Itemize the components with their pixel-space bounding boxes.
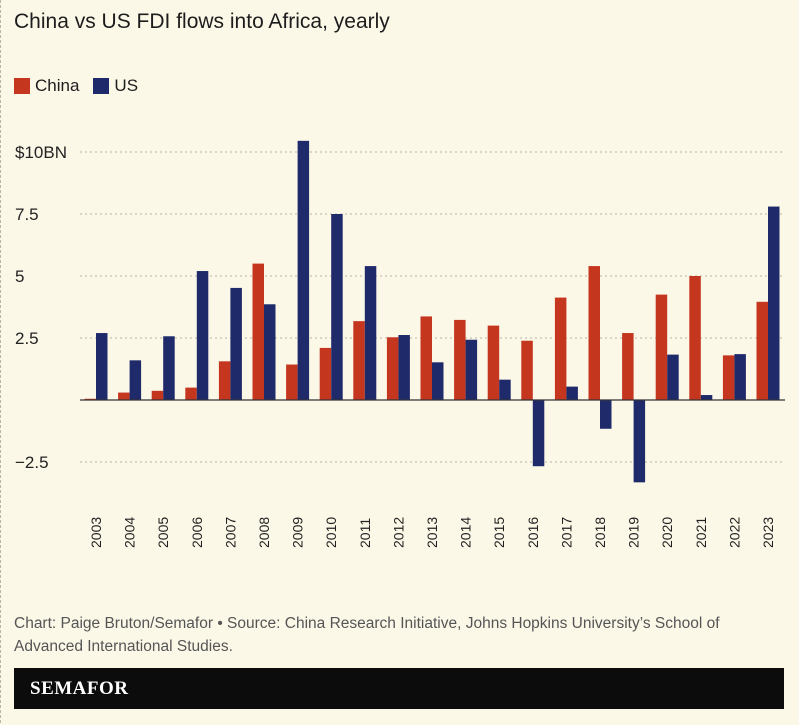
bar-us-2018 <box>600 400 612 429</box>
us-swatch <box>93 78 110 94</box>
y-tick-label: 2.5 <box>15 329 39 348</box>
x-tick-label: 2013 <box>424 517 440 548</box>
legend-item-china: China <box>14 76 79 96</box>
x-tick-label: 2015 <box>491 517 507 548</box>
bar-china-2013 <box>420 316 432 400</box>
x-tick-label: 2023 <box>760 517 776 548</box>
bar-us-2009 <box>297 140 310 400</box>
x-tick-label: 2003 <box>88 517 104 548</box>
bar-china-2021 <box>689 276 701 400</box>
bar-china-2019 <box>622 333 634 400</box>
bar-us-2023 <box>768 206 780 400</box>
x-tick-label: 2006 <box>189 517 205 548</box>
x-tick-label: 2022 <box>726 517 742 548</box>
legend: China US <box>14 76 152 96</box>
bar-us-2003 <box>96 333 108 400</box>
x-tick-label: 2010 <box>323 517 339 548</box>
bar-china-2009 <box>286 364 298 400</box>
bar-us-2010 <box>331 214 343 400</box>
x-tick-label: 2007 <box>222 517 238 548</box>
bar-china-2017 <box>554 297 567 400</box>
x-tick-label: 2014 <box>458 517 474 548</box>
x-tick-label: 2018 <box>592 517 608 548</box>
china-swatch <box>14 78 30 94</box>
x-tick-label: 2020 <box>659 517 675 548</box>
bar-china-2006 <box>185 387 197 400</box>
x-tick-label: 2009 <box>290 517 306 548</box>
bar-us-2008 <box>264 304 276 400</box>
bar-us-2014 <box>465 339 478 400</box>
x-tick-label: 2005 <box>155 517 171 548</box>
bar-us-2006 <box>196 271 209 400</box>
bar-us-2004 <box>129 360 142 400</box>
x-tick-label: 2016 <box>525 517 541 548</box>
bar-china-2023 <box>756 301 768 400</box>
bar-us-2021 <box>700 395 713 400</box>
bar-us-2015 <box>499 379 511 400</box>
bar-us-2022 <box>734 354 746 400</box>
bar-china-2015 <box>487 325 500 400</box>
bar-us-2007 <box>230 287 242 400</box>
y-tick-label: $10BN <box>15 143 67 162</box>
chart-title: China vs US FDI flows into Africa, yearl… <box>14 10 390 33</box>
bar-china-2004 <box>118 392 130 400</box>
legend-item-us: US <box>93 76 138 96</box>
bar-china-2016 <box>521 340 533 400</box>
bar-china-2007 <box>218 361 231 400</box>
bar-us-2012 <box>398 335 410 400</box>
bar-us-2017 <box>566 386 578 400</box>
bar-china-2022 <box>722 355 735 400</box>
y-tick-label: 7.5 <box>15 205 39 224</box>
bar-china-2008 <box>252 263 264 400</box>
x-tick-label: 2011 <box>357 518 373 548</box>
bar-us-2019 <box>633 400 646 483</box>
bar-china-2014 <box>454 319 466 400</box>
x-tick-label: 2004 <box>122 517 138 548</box>
bar-china-2003 <box>84 398 96 400</box>
semafor-logo: SEMAFOR <box>14 668 784 709</box>
bar-china-2010 <box>319 347 332 400</box>
bar-us-2020 <box>667 354 679 400</box>
bar-china-2005 <box>151 390 164 400</box>
source-credit: Chart: Paige Bruton/Semafor • Source: Ch… <box>14 615 720 655</box>
bar-china-2018 <box>588 266 600 400</box>
legend-label-us: US <box>114 76 139 95</box>
y-tick-label: −2.5 <box>15 453 49 472</box>
bar-us-2013 <box>432 362 444 400</box>
bar-us-2005 <box>163 336 175 400</box>
legend-label-china: China <box>35 76 80 95</box>
x-tick-label: 2019 <box>626 517 642 548</box>
bar-us-2016 <box>532 400 545 467</box>
x-tick-label: 2012 <box>390 517 406 548</box>
x-tick-label: 2017 <box>558 517 574 548</box>
x-tick-label: 2021 <box>693 517 709 548</box>
bar-china-2011 <box>353 321 365 400</box>
y-tick-label: 5 <box>15 267 24 286</box>
x-tick-label: 2008 <box>256 517 272 548</box>
bar-china-2020 <box>655 294 668 400</box>
bar-us-2011 <box>364 266 377 400</box>
bar-china-2012 <box>386 337 399 400</box>
bar-chart: −2.5 2.5 5 7.5 $10BN 2003 2004 2005 2006 2007 2008… <box>15 140 785 548</box>
